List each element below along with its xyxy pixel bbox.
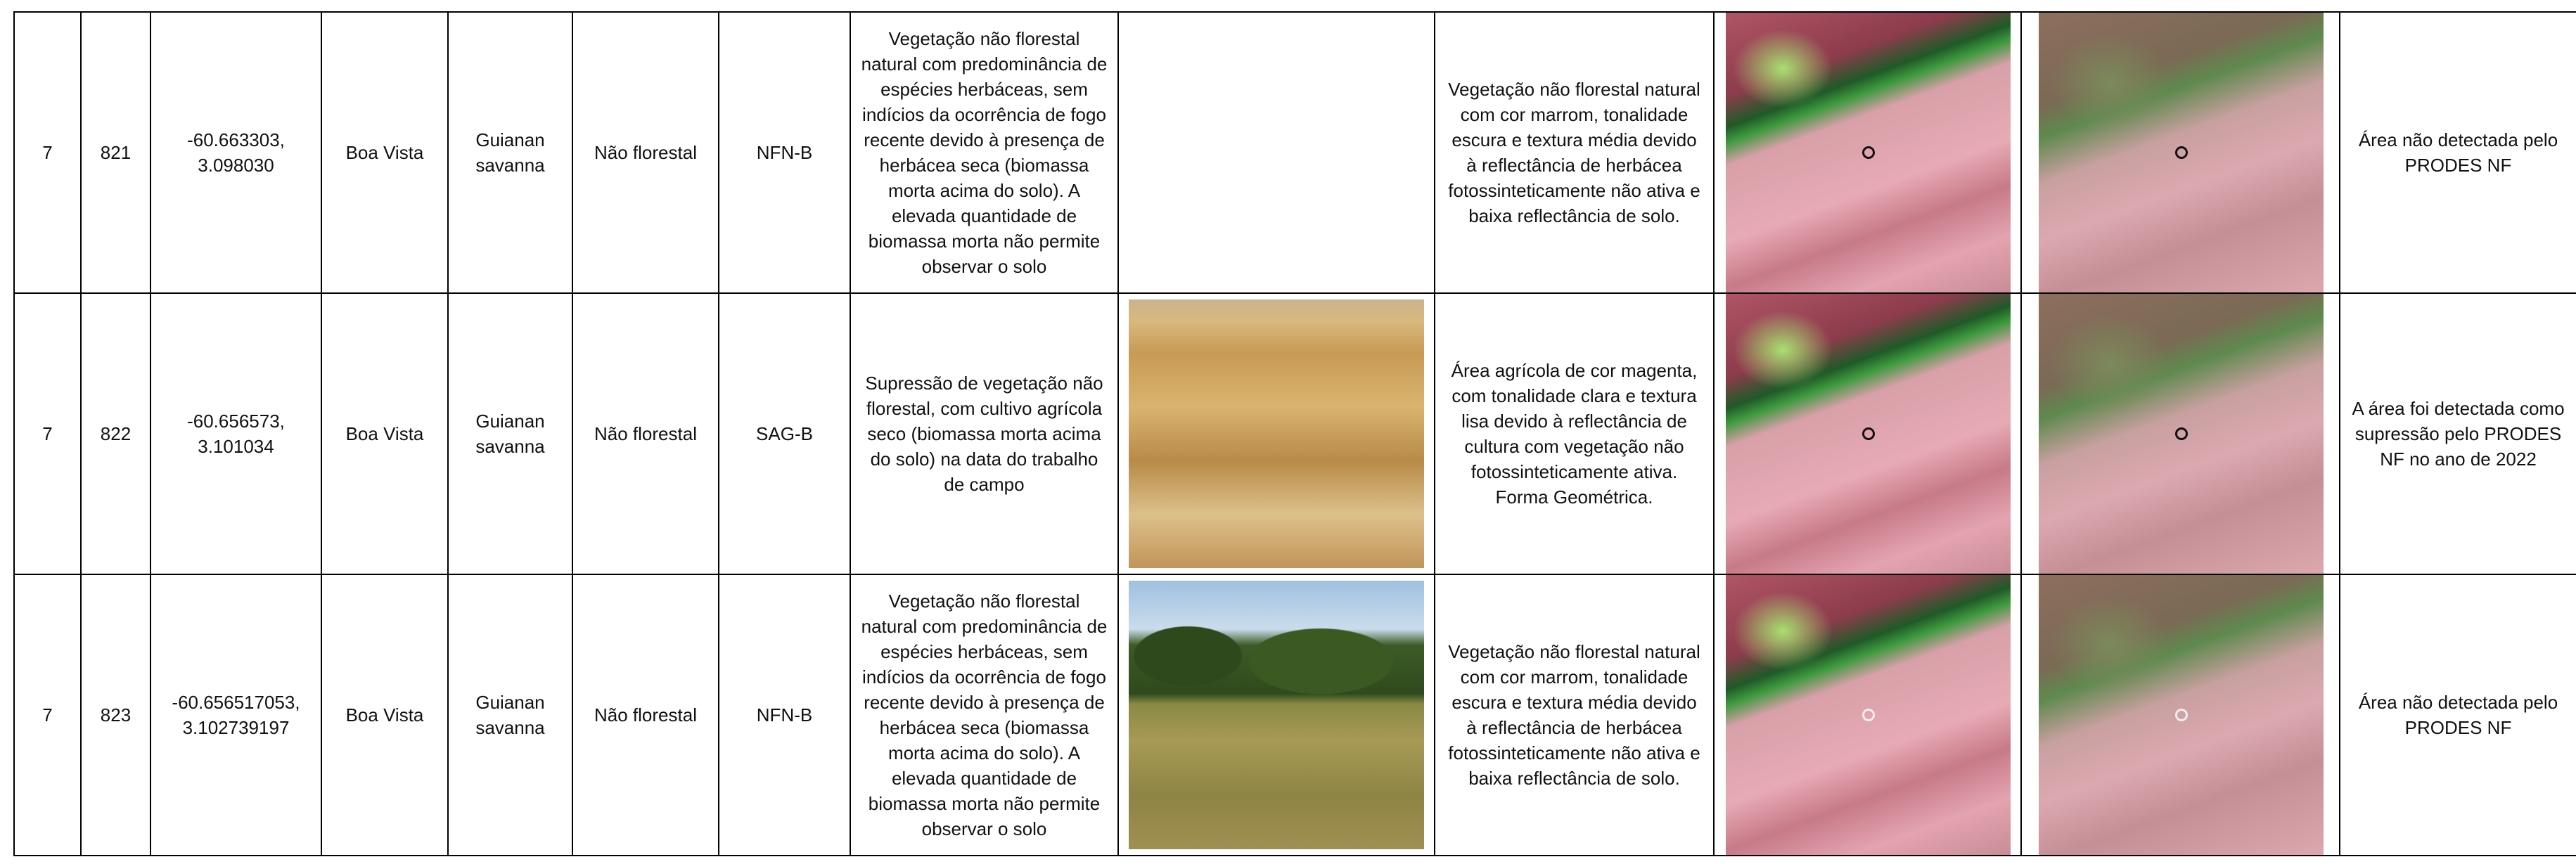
municipality-cell: Boa Vista bbox=[321, 292, 449, 575]
municipality-cell: Boa Vista bbox=[321, 574, 449, 856]
point-marker bbox=[1861, 709, 1875, 721]
table-row: 7 822 -60.656573, 3.101034 Boa Vista Guianan… bbox=[13, 292, 2576, 575]
prodes-result-cell: A área foi detectada como supressão pelo… bbox=[2339, 292, 2576, 575]
satellite-image bbox=[2039, 295, 2324, 573]
field-photo-cell bbox=[1117, 292, 1435, 575]
point-marker bbox=[2174, 709, 2188, 721]
field-photo-cell bbox=[1117, 11, 1435, 294]
interpretation-cell: Vegetação não florestal natural com cor … bbox=[1434, 11, 1715, 294]
field-description-cell: Vegetação não florestal natural com pred… bbox=[850, 11, 1119, 294]
point-marker bbox=[1861, 427, 1875, 440]
group-cell: 7 bbox=[13, 292, 82, 575]
table-row: 7 821 -60.663303, 3.098030 Boa Vista Guianan… bbox=[13, 11, 2576, 294]
group-cell: 7 bbox=[13, 574, 82, 856]
municipality-cell: Boa Vista bbox=[321, 11, 449, 294]
coordinates-cell: -60.663303, 3.098030 bbox=[150, 11, 322, 294]
ecoregion-cell: Guianan savanna bbox=[447, 574, 573, 856]
group-cell: 7 bbox=[13, 11, 82, 294]
table-body: 7 821 -60.663303, 3.098030 Boa Vista Guianan… bbox=[13, 11, 2576, 856]
code-cell: NFN-B bbox=[718, 11, 851, 294]
prodes-result-cell: Área não detectada pelo PRODES NF bbox=[2339, 11, 2576, 294]
point-marker bbox=[2174, 146, 2188, 159]
satellite-image bbox=[1726, 576, 2011, 854]
satellite-image-cell bbox=[2020, 11, 2340, 294]
coordinates-cell: -60.656517053, 3.102739197 bbox=[150, 574, 322, 856]
field-photo-cell bbox=[1117, 574, 1435, 856]
satellite-image bbox=[2039, 13, 2324, 292]
field-description-cell: Supressão de vegetação não florestal, co… bbox=[850, 292, 1119, 575]
field-photo bbox=[1129, 299, 1424, 568]
point-id-cell: 822 bbox=[80, 292, 151, 575]
point-marker bbox=[1861, 146, 1875, 159]
code-cell: NFN-B bbox=[718, 574, 851, 856]
point-marker bbox=[2174, 427, 2188, 440]
interpretation-cell: Área agrícola de cor magenta, com tonali… bbox=[1434, 292, 1715, 575]
satellite-image-cell bbox=[2020, 574, 2340, 856]
interpretation-cell: Vegetação não florestal natural com cor … bbox=[1434, 574, 1715, 856]
satellite-image-cell bbox=[1713, 11, 2022, 294]
point-id-cell: 821 bbox=[80, 11, 151, 294]
coordinates-cell: -60.656573, 3.101034 bbox=[150, 292, 322, 575]
satellite-image-cell bbox=[2020, 292, 2340, 575]
class-cell: Não florestal bbox=[572, 574, 719, 856]
satellite-image-cell bbox=[1713, 574, 2022, 856]
class-cell: Não florestal bbox=[572, 11, 719, 294]
point-id-cell: 823 bbox=[80, 574, 151, 856]
field-description-cell: Vegetação não florestal natural com pred… bbox=[850, 574, 1119, 856]
satellite-image bbox=[1726, 13, 2011, 292]
table-row: 7 823 -60.656517053, 3.102739197 Boa Vista G… bbox=[13, 574, 2576, 856]
ecoregion-cell: Guianan savanna bbox=[447, 11, 573, 294]
prodes-result-cell: Área não detectada pelo PRODES NF bbox=[2339, 574, 2576, 856]
satellite-image-cell bbox=[1713, 292, 2022, 575]
satellite-image bbox=[2039, 576, 2324, 854]
satellite-image bbox=[1726, 295, 2011, 573]
field-photo bbox=[1129, 581, 1424, 849]
ecoregion-cell: Guianan savanna bbox=[447, 292, 573, 575]
validation-table: 7 821 -60.663303, 3.098030 Boa Vista Guianan… bbox=[13, 11, 2576, 856]
class-cell: Não florestal bbox=[572, 292, 719, 575]
code-cell: SAG-B bbox=[718, 292, 851, 575]
